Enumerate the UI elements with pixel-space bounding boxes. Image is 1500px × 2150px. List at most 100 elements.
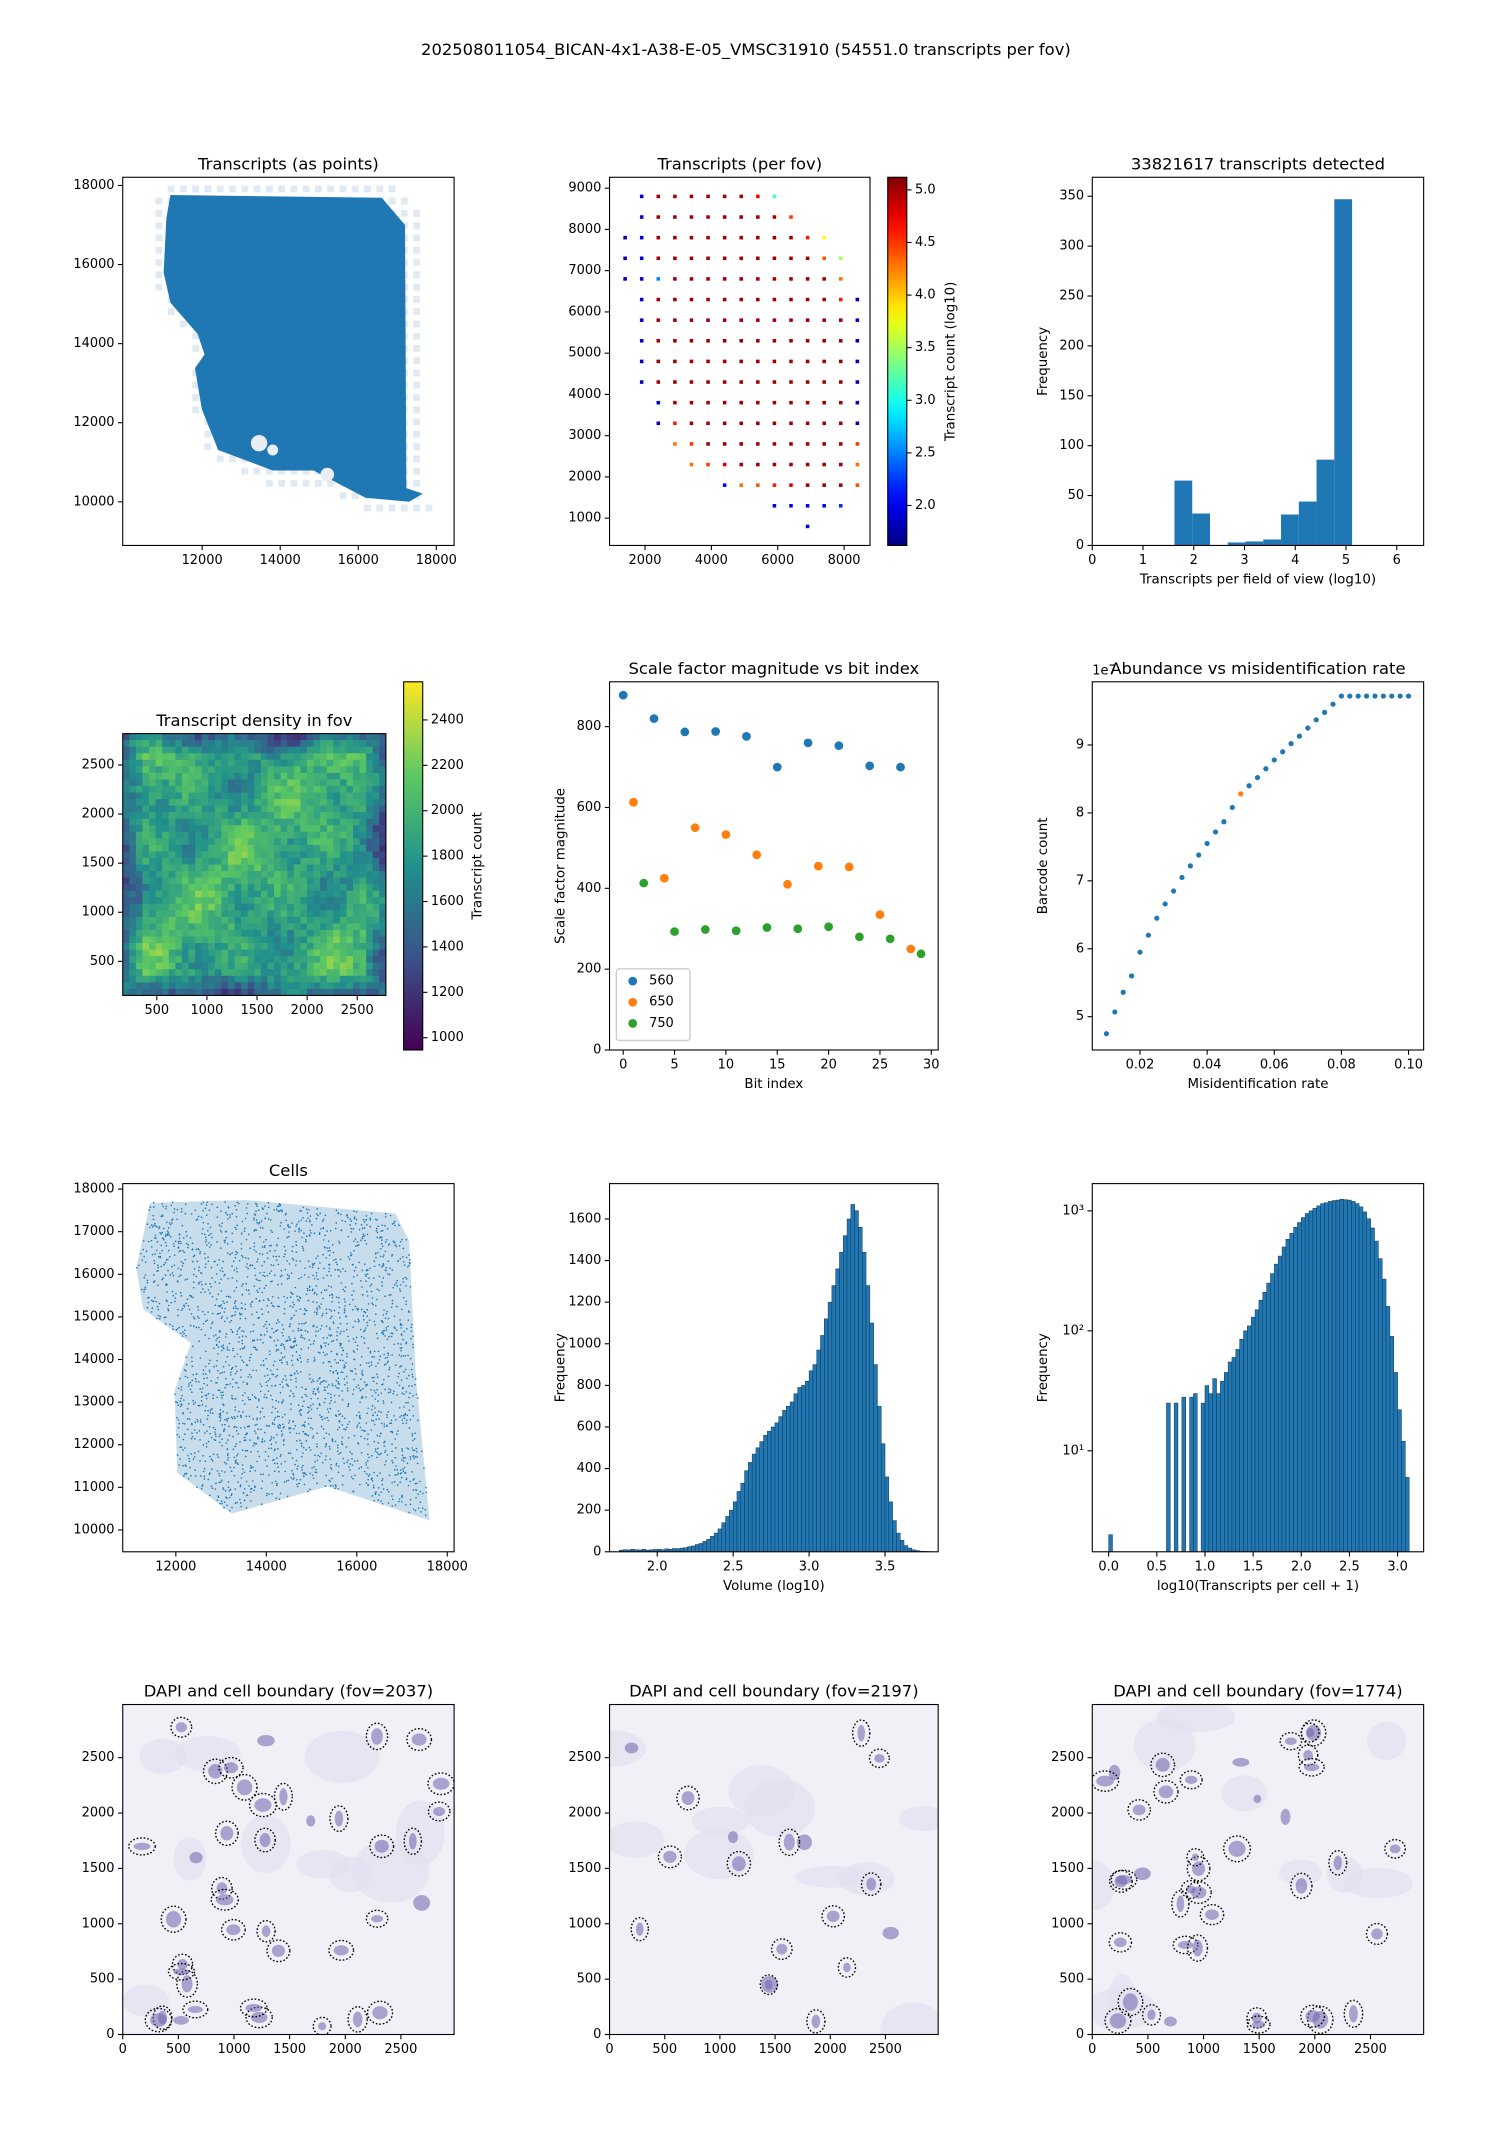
cell-point	[222, 1410, 224, 1413]
x-tick-label: 0.08	[1327, 1057, 1356, 1072]
density-pixel	[366, 844, 374, 852]
cell-point	[315, 1335, 317, 1337]
cell-point	[398, 1224, 400, 1227]
cell-point	[360, 1435, 362, 1438]
point	[700, 925, 710, 934]
cell-point	[399, 1288, 401, 1290]
density-pixel	[260, 838, 268, 846]
cell-point	[252, 1418, 255, 1420]
cell-point	[311, 1289, 314, 1292]
density-pixel	[195, 831, 203, 839]
cell-point	[300, 1361, 302, 1363]
cell-point	[203, 1478, 206, 1480]
cell-point	[143, 1288, 145, 1291]
density-pixel	[155, 799, 163, 807]
fov-point	[739, 421, 744, 426]
density-pixel	[359, 792, 367, 800]
cell-point	[216, 1241, 218, 1243]
density-pixel	[359, 759, 367, 767]
cell-point	[293, 1427, 295, 1430]
cell-point	[248, 1359, 251, 1362]
cell-point	[176, 1208, 179, 1211]
cell-point	[399, 1481, 402, 1483]
cell-point	[416, 1419, 419, 1422]
cell-point	[391, 1481, 394, 1484]
density-pixel	[333, 923, 341, 931]
density-pixel	[346, 851, 354, 859]
cell-point	[241, 1472, 243, 1475]
cell-point	[389, 1389, 392, 1391]
cell-point	[298, 1277, 300, 1280]
cell-point	[296, 1295, 298, 1298]
cell-point	[295, 1225, 297, 1227]
cell-point	[257, 1437, 259, 1440]
cell-point	[255, 1397, 257, 1400]
cell-point	[314, 1460, 316, 1463]
cell-point	[276, 1433, 278, 1436]
density-pixel	[208, 923, 216, 931]
cell-point	[240, 1505, 242, 1508]
cell-point	[337, 1275, 340, 1278]
density-pixel	[221, 949, 229, 957]
density-pixel	[129, 943, 137, 951]
cell-point	[150, 1239, 153, 1242]
density-pixel	[247, 969, 255, 977]
density-pixel	[142, 884, 150, 892]
density-pixel	[280, 799, 288, 807]
density-pixel	[366, 753, 374, 761]
fov-point	[789, 462, 793, 467]
density-pixel	[208, 844, 216, 852]
density-pixel	[228, 825, 235, 833]
cell-point	[205, 1397, 208, 1400]
cell-point	[308, 1339, 310, 1341]
cell-point	[302, 1475, 305, 1478]
density-pixel	[149, 929, 157, 937]
density-pixel	[320, 929, 328, 937]
density-pixel	[181, 956, 189, 964]
cell-point	[173, 1245, 175, 1248]
cell-point	[236, 1330, 239, 1332]
density-pixel	[228, 838, 235, 846]
density-pixel	[260, 785, 268, 793]
cell-point	[381, 1479, 383, 1482]
cell-point	[337, 1487, 339, 1490]
tissue-points	[163, 194, 423, 502]
cell-point	[267, 1379, 270, 1382]
cell-point	[248, 1485, 250, 1487]
density-pixel	[293, 785, 301, 793]
cell-point	[284, 1413, 286, 1416]
fov-point	[739, 339, 744, 343]
cell-point	[234, 1409, 237, 1412]
cell-point	[219, 1502, 221, 1505]
cell-point	[318, 1391, 320, 1393]
cell-point	[328, 1270, 330, 1273]
cell-point	[220, 1345, 223, 1348]
density-pixel	[267, 740, 275, 748]
density-pixel	[293, 844, 301, 852]
density-pixel	[162, 733, 170, 741]
cell-point	[344, 1383, 346, 1386]
cell-point	[299, 1357, 302, 1359]
cell-point	[304, 1432, 307, 1435]
cell-point	[201, 1232, 203, 1235]
cell-point	[221, 1222, 223, 1225]
density-pixel	[122, 864, 130, 872]
density-pixel	[129, 792, 137, 800]
density-pixel	[241, 785, 249, 793]
density-pixel	[181, 785, 189, 793]
cell-point	[363, 1342, 366, 1344]
density-pixel	[280, 884, 288, 892]
cell-point	[257, 1222, 260, 1225]
density-pixel	[267, 916, 275, 924]
cell-point	[366, 1466, 369, 1469]
cell-point	[402, 1296, 405, 1299]
cell-point	[282, 1334, 284, 1337]
cell-point	[177, 1242, 180, 1245]
density-pixel	[280, 759, 288, 767]
point	[1347, 693, 1353, 699]
cell-point	[337, 1381, 340, 1383]
density-pixel	[208, 857, 216, 865]
cell-point	[239, 1441, 241, 1443]
density-pixel	[155, 746, 163, 754]
cell-point	[385, 1329, 388, 1332]
